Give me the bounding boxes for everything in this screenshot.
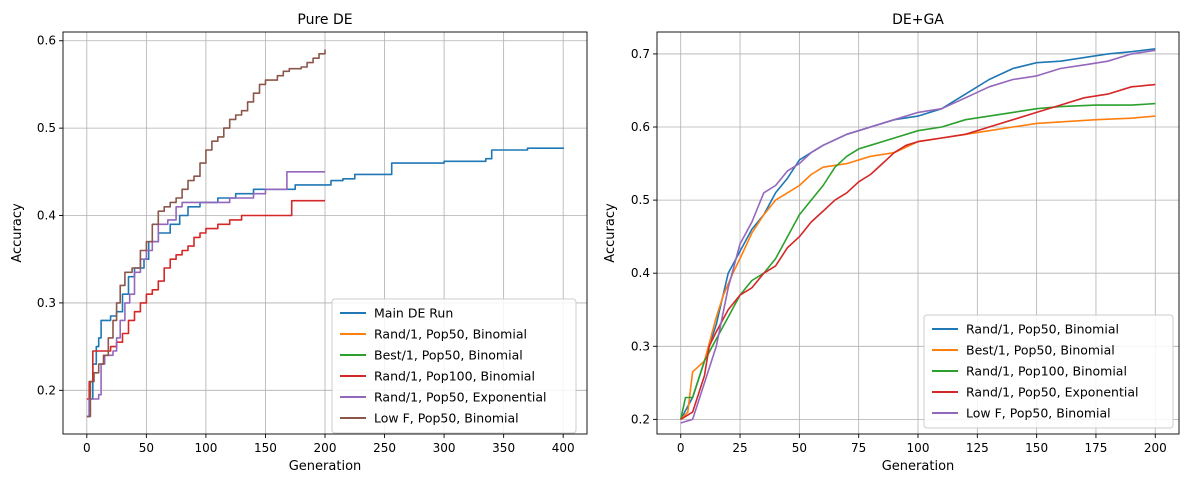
legend-label: Rand/1, Pop50, Exponential bbox=[966, 385, 1139, 400]
y-tick-label: 0.2 bbox=[631, 412, 650, 426]
x-tick-label: 300 bbox=[433, 441, 456, 455]
legend-label: Main DE Run bbox=[374, 306, 453, 321]
x-tick-label: 0 bbox=[677, 441, 685, 455]
x-tick-label: 200 bbox=[314, 441, 337, 455]
y-tick-label: 0.3 bbox=[37, 296, 56, 310]
series-line-4 bbox=[86, 199, 325, 400]
y-axis-label: Accuracy bbox=[10, 203, 25, 263]
x-tick-label: 150 bbox=[254, 441, 277, 455]
x-tick-label: 0 bbox=[83, 441, 91, 455]
x-tick-label: 125 bbox=[966, 441, 989, 455]
y-tick-label: 0.4 bbox=[631, 266, 650, 280]
legend: Rand/1, Pop50, Binomial Best/1, Pop50, Bi… bbox=[923, 314, 1174, 429]
y-tick-label: 0.6 bbox=[631, 120, 650, 134]
x-tick-label: 200 bbox=[1144, 441, 1167, 455]
y-tick-label: 0.5 bbox=[631, 193, 650, 207]
series-lines bbox=[679, 48, 1156, 424]
x-tick-label: 400 bbox=[552, 441, 575, 455]
x-tick-label: 100 bbox=[194, 441, 217, 455]
y-axis-label: Accuracy bbox=[603, 203, 618, 263]
legend-label: Low F, Pop50, Binomial bbox=[966, 406, 1111, 421]
x-tick-label: 350 bbox=[492, 441, 515, 455]
legend-box bbox=[923, 314, 1174, 429]
series-line-6 bbox=[86, 49, 326, 418]
x-tick-label: 150 bbox=[1025, 441, 1048, 455]
x-tick-label: 50 bbox=[139, 441, 154, 455]
y-tick-label: 0.3 bbox=[631, 339, 650, 353]
x-tick-label: 100 bbox=[907, 441, 930, 455]
legend-label: Rand/1, Pop50, Binomial bbox=[966, 322, 1119, 337]
x-axis-label: Generation bbox=[882, 459, 955, 474]
x-tick-label: 50 bbox=[792, 441, 807, 455]
series-line-4 bbox=[680, 83, 1156, 421]
x-axis-label: Generation bbox=[289, 459, 362, 474]
series-lines bbox=[86, 49, 564, 418]
series-line-2 bbox=[680, 115, 1156, 420]
x-tick-label: 25 bbox=[732, 441, 747, 455]
legend-box bbox=[331, 298, 577, 434]
y-tick-label: 0.7 bbox=[631, 47, 650, 61]
x-tick-label: 175 bbox=[1085, 441, 1108, 455]
y-tick-label: 0.4 bbox=[37, 209, 56, 223]
legend: Main DE Run Rand/1, Pop50, Binomial Best/1… bbox=[331, 298, 577, 434]
chart-title: Pure DE bbox=[297, 12, 352, 28]
x-tick-label: 250 bbox=[373, 441, 396, 455]
y-tick-label: 0.6 bbox=[37, 34, 56, 48]
chart-pure-de: 0 50 100 150 200 250 300 350 400 0.2 0.3 0.4 0.5 0.6 P… bbox=[10, 12, 588, 474]
y-tick-label: 0.5 bbox=[37, 121, 56, 135]
series-line-3 bbox=[679, 102, 1156, 420]
legend-label: Best/1, Pop50, Binomial bbox=[966, 343, 1115, 358]
legend-label: Low F, Pop50, Binomial bbox=[374, 411, 519, 426]
y-tick-label: 0.2 bbox=[37, 383, 56, 397]
legend-label: Rand/1, Pop100, Binomial bbox=[374, 369, 535, 384]
series-line-5 bbox=[680, 49, 1156, 424]
legend-label: Rand/1, Pop50, Binomial bbox=[374, 327, 527, 342]
chart-title: DE+GA bbox=[892, 12, 944, 28]
chart-de-ga: 0 25 50 75 100 125 150 175 200 0.2 0.3 0.4 0.5 0.6 0.7… bbox=[603, 12, 1180, 474]
legend-label: Best/1, Pop50, Binomial bbox=[374, 348, 523, 363]
legend-label: Rand/1, Pop50, Exponential bbox=[374, 390, 547, 405]
series-line-1 bbox=[86, 147, 564, 418]
x-tick-label: 75 bbox=[851, 441, 866, 455]
grid bbox=[63, 32, 587, 434]
legend-label: Rand/1, Pop100, Binomial bbox=[966, 364, 1127, 379]
